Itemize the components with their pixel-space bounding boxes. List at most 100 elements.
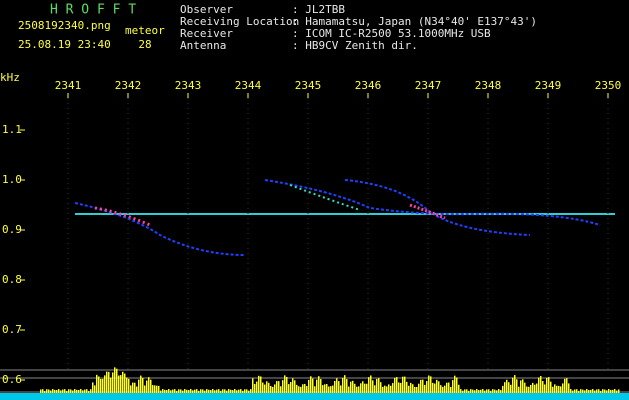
- level-bar: [150, 379, 152, 393]
- level-bar: [44, 390, 46, 393]
- level-bar: [518, 386, 520, 393]
- count: 28: [138, 38, 151, 51]
- level-bar: [128, 378, 130, 393]
- datetime: 25.08.19 23:40: [18, 38, 111, 51]
- level-bar: [204, 390, 206, 393]
- level-bar: [118, 375, 120, 393]
- level-bar: [382, 386, 384, 393]
- level-bar: [358, 386, 360, 393]
- trace: [74, 202, 246, 256]
- level-bar: [192, 390, 194, 393]
- level-bar: [558, 385, 560, 393]
- level-bar: [566, 378, 568, 393]
- level-bar: [416, 386, 418, 393]
- level-bar: [512, 377, 514, 393]
- level-bar: [160, 390, 162, 393]
- level-bar: [586, 389, 588, 393]
- level-bar: [120, 375, 122, 393]
- level-bar: [40, 389, 42, 393]
- level-bar: [312, 378, 314, 393]
- level-bar: [610, 389, 612, 393]
- level-bar: [86, 389, 88, 393]
- level-bar: [254, 384, 256, 393]
- level-bar: [170, 390, 172, 393]
- level-bar: [74, 389, 76, 393]
- level-bar: [196, 389, 198, 393]
- level-bar: [208, 389, 210, 393]
- level-bar: [314, 386, 316, 393]
- level-bar: [318, 376, 320, 393]
- level-bar: [252, 378, 254, 393]
- level-bar: [526, 386, 528, 393]
- level-bar: [538, 377, 540, 393]
- x-tick-label: 2348: [475, 79, 502, 92]
- level-bar: [336, 378, 338, 393]
- level-bar: [514, 375, 516, 393]
- level-bar: [112, 372, 114, 393]
- level-bar: [444, 385, 446, 393]
- level-bar: [388, 384, 390, 393]
- y-tick-label: 1.0: [2, 173, 22, 186]
- trace: [409, 203, 446, 220]
- level-bar: [366, 383, 368, 393]
- level-bar: [206, 389, 208, 393]
- level-bar: [594, 390, 596, 393]
- level-bar: [242, 390, 244, 393]
- level-bar: [186, 389, 188, 393]
- level-bar: [554, 384, 556, 393]
- level-bar: [330, 386, 332, 393]
- level-bar: [604, 389, 606, 393]
- level-bar: [406, 381, 408, 393]
- level-bar: [590, 389, 592, 393]
- level-bar: [510, 384, 512, 393]
- level-bar: [468, 390, 470, 393]
- level-bar: [244, 389, 246, 393]
- level-bar: [506, 379, 508, 393]
- level-bar: [600, 390, 602, 393]
- level-bar: [220, 390, 222, 393]
- app-title: H R O F F T: [50, 3, 136, 18]
- level-bar: [218, 389, 220, 393]
- level-bar: [246, 389, 248, 393]
- level-bar: [550, 381, 552, 393]
- level-bar: [100, 378, 102, 393]
- level-bar: [248, 390, 250, 393]
- level-bar: [58, 389, 60, 393]
- level-bar: [322, 385, 324, 393]
- level-bar: [364, 383, 366, 393]
- level-bar: [194, 389, 196, 393]
- level-bar: [124, 373, 126, 393]
- level-bar: [328, 386, 330, 393]
- level-bar: [412, 384, 414, 393]
- level-bar: [92, 382, 94, 393]
- level-bar: [354, 383, 356, 393]
- level-bar: [500, 390, 502, 393]
- level-bar: [470, 389, 472, 393]
- field-label: Receiver: [180, 27, 233, 40]
- x-tick-label: 2345: [295, 79, 322, 92]
- level-bar: [164, 389, 166, 393]
- level-bar: [570, 389, 572, 393]
- level-bar: [588, 390, 590, 393]
- field-value: : HB9CV Zenith dir.: [292, 39, 418, 52]
- level-bar: [324, 384, 326, 393]
- level-bar: [400, 382, 402, 393]
- level-bar: [80, 389, 82, 393]
- level-bar: [384, 385, 386, 393]
- level-bar: [222, 389, 224, 393]
- level-bar: [370, 375, 372, 393]
- level-bar: [548, 377, 550, 393]
- level-bar: [338, 381, 340, 393]
- level-bar: [42, 389, 44, 393]
- level-bar: [614, 389, 616, 393]
- level-bar: [478, 390, 480, 393]
- level-bar: [460, 389, 462, 393]
- level-bar: [572, 390, 574, 393]
- level-bar: [106, 371, 108, 393]
- level-bar: [122, 371, 124, 393]
- level-bar: [342, 377, 344, 393]
- level-bar: [408, 385, 410, 393]
- level-bar: [136, 386, 138, 393]
- field-label: Observer: [180, 3, 233, 16]
- level-bar: [270, 385, 272, 393]
